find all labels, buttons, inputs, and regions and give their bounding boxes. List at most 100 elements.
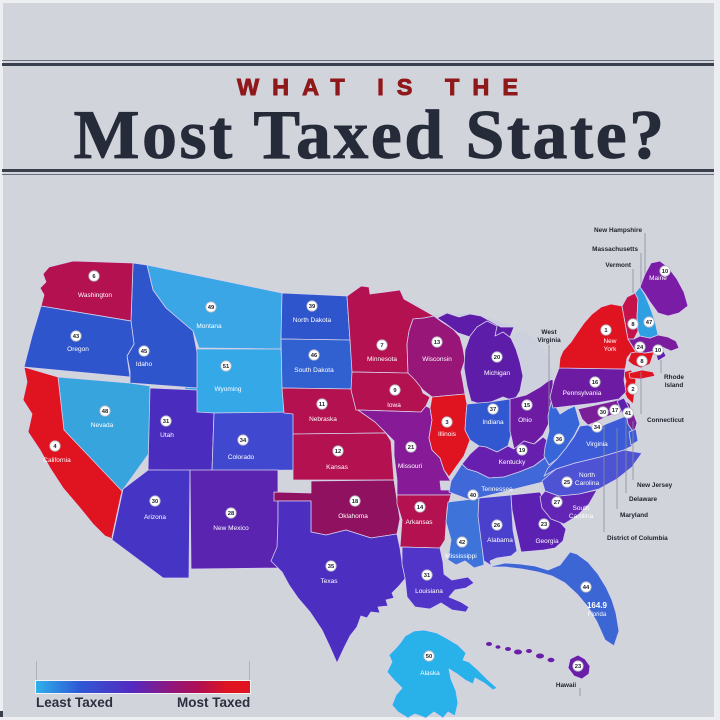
svg-text:27: 27 [554,500,560,506]
svg-text:Iowa: Iowa [387,402,401,409]
svg-text:West: West [541,329,557,336]
svg-text:45: 45 [141,349,148,355]
svg-text:19: 19 [519,448,526,454]
svg-text:New Hampshire: New Hampshire [594,227,642,234]
svg-text:13: 13 [434,340,441,346]
svg-text:Nevada: Nevada [91,422,114,429]
svg-text:Missouri: Missouri [398,463,422,470]
svg-text:Utah: Utah [160,432,174,439]
svg-text:New: New [603,338,616,345]
svg-text:Rhode: Rhode [664,374,684,381]
svg-text:Idaho: Idaho [136,361,153,368]
svg-text:Oregon: Oregon [67,346,89,353]
svg-text:Massachusetts: Massachusetts [592,246,638,253]
svg-text:34: 34 [594,425,601,431]
svg-text:1: 1 [604,328,608,334]
svg-text:Kansas: Kansas [326,464,348,471]
svg-text:23: 23 [575,664,582,670]
svg-text:17: 17 [612,408,618,414]
svg-text:7: 7 [380,343,383,349]
svg-text:Arkansas: Arkansas [405,519,433,526]
svg-text:9: 9 [393,388,397,394]
svg-text:Indiana: Indiana [482,419,504,426]
svg-text:2: 2 [631,387,634,393]
svg-text:12: 12 [335,449,341,455]
svg-text:Montana: Montana [196,323,222,330]
svg-text:34: 34 [240,438,247,444]
svg-text:Ohio: Ohio [518,417,532,424]
svg-text:16: 16 [592,380,599,386]
svg-text:Virginia: Virginia [537,337,561,344]
svg-text:23: 23 [541,522,548,528]
svg-text:Washington: Washington [78,292,112,299]
svg-text:Mississippi: Mississippi [445,553,476,560]
svg-text:New Jersey: New Jersey [637,482,673,489]
svg-text:3: 3 [445,420,449,426]
svg-text:Pennsylvania: Pennsylvania [563,390,602,397]
svg-text:Hawaii: Hawaii [556,682,576,689]
svg-text:Maryland: Maryland [620,512,648,519]
svg-text:48: 48 [102,409,109,415]
svg-text:15: 15 [524,403,531,409]
svg-text:Kentucky: Kentucky [499,459,526,466]
svg-text:21: 21 [408,445,415,451]
svg-text:20: 20 [494,355,500,361]
svg-text:Florida: Florida [588,612,607,618]
svg-text:Alaska: Alaska [420,670,440,677]
svg-text:Oklahoma: Oklahoma [338,513,368,520]
svg-text:50: 50 [426,654,432,660]
svg-text:Carolina: Carolina [569,513,594,520]
svg-text:18: 18 [352,499,359,505]
svg-text:46: 46 [311,353,318,359]
svg-text:Carolina: Carolina [575,480,600,487]
svg-text:Delaware: Delaware [629,496,658,503]
svg-text:31: 31 [424,573,431,579]
svg-text:42: 42 [459,540,465,546]
svg-text:35: 35 [328,564,335,570]
svg-text:Connecticut: Connecticut [647,417,685,424]
svg-text:40: 40 [470,493,476,499]
svg-text:Illinois: Illinois [438,431,457,438]
svg-text:8: 8 [631,322,635,328]
svg-text:North Dakota: North Dakota [293,317,332,324]
svg-text:47: 47 [646,320,652,326]
svg-text:10: 10 [655,348,661,354]
svg-text:Michigan: Michigan [484,370,510,377]
svg-text:25: 25 [564,480,571,486]
svg-text:Virginia: Virginia [586,441,608,448]
svg-text:10: 10 [662,269,668,275]
svg-text:44: 44 [583,585,590,591]
svg-text:Arizona: Arizona [144,514,166,521]
svg-text:26: 26 [494,523,501,529]
svg-text:Tennessee: Tennessee [481,486,513,493]
svg-text:New Mexico: New Mexico [213,525,249,532]
svg-text:Colorado: Colorado [228,454,255,461]
svg-text:37: 37 [490,407,496,413]
svg-text:8: 8 [640,359,644,365]
svg-text:Nebraska: Nebraska [309,416,337,423]
svg-text:Wyoming: Wyoming [214,386,241,393]
svg-text:Wisconsin: Wisconsin [422,356,452,363]
svg-text:Georgia: Georgia [535,538,559,545]
svg-text:30: 30 [152,499,158,505]
svg-text:South Dakota: South Dakota [294,367,334,374]
svg-text:South: South [573,505,590,512]
svg-text:43: 43 [73,334,80,340]
svg-text:Minnesota: Minnesota [367,356,397,363]
svg-text:164.9: 164.9 [587,601,608,610]
svg-text:Texas: Texas [321,578,339,585]
svg-text:Louisiana: Louisiana [415,588,443,595]
svg-text:28: 28 [228,511,235,517]
svg-text:24: 24 [637,345,644,351]
svg-text:Maine: Maine [649,275,667,282]
svg-text:California: California [43,457,71,464]
svg-text:14: 14 [417,505,424,511]
svg-text:North: North [579,472,595,479]
svg-text:51: 51 [223,364,230,370]
svg-text:31: 31 [163,419,170,425]
svg-text:41: 41 [625,411,632,417]
svg-text:30: 30 [600,410,606,416]
svg-text:6: 6 [92,274,96,280]
svg-text:49: 49 [208,305,215,311]
svg-text:39: 39 [309,304,316,310]
